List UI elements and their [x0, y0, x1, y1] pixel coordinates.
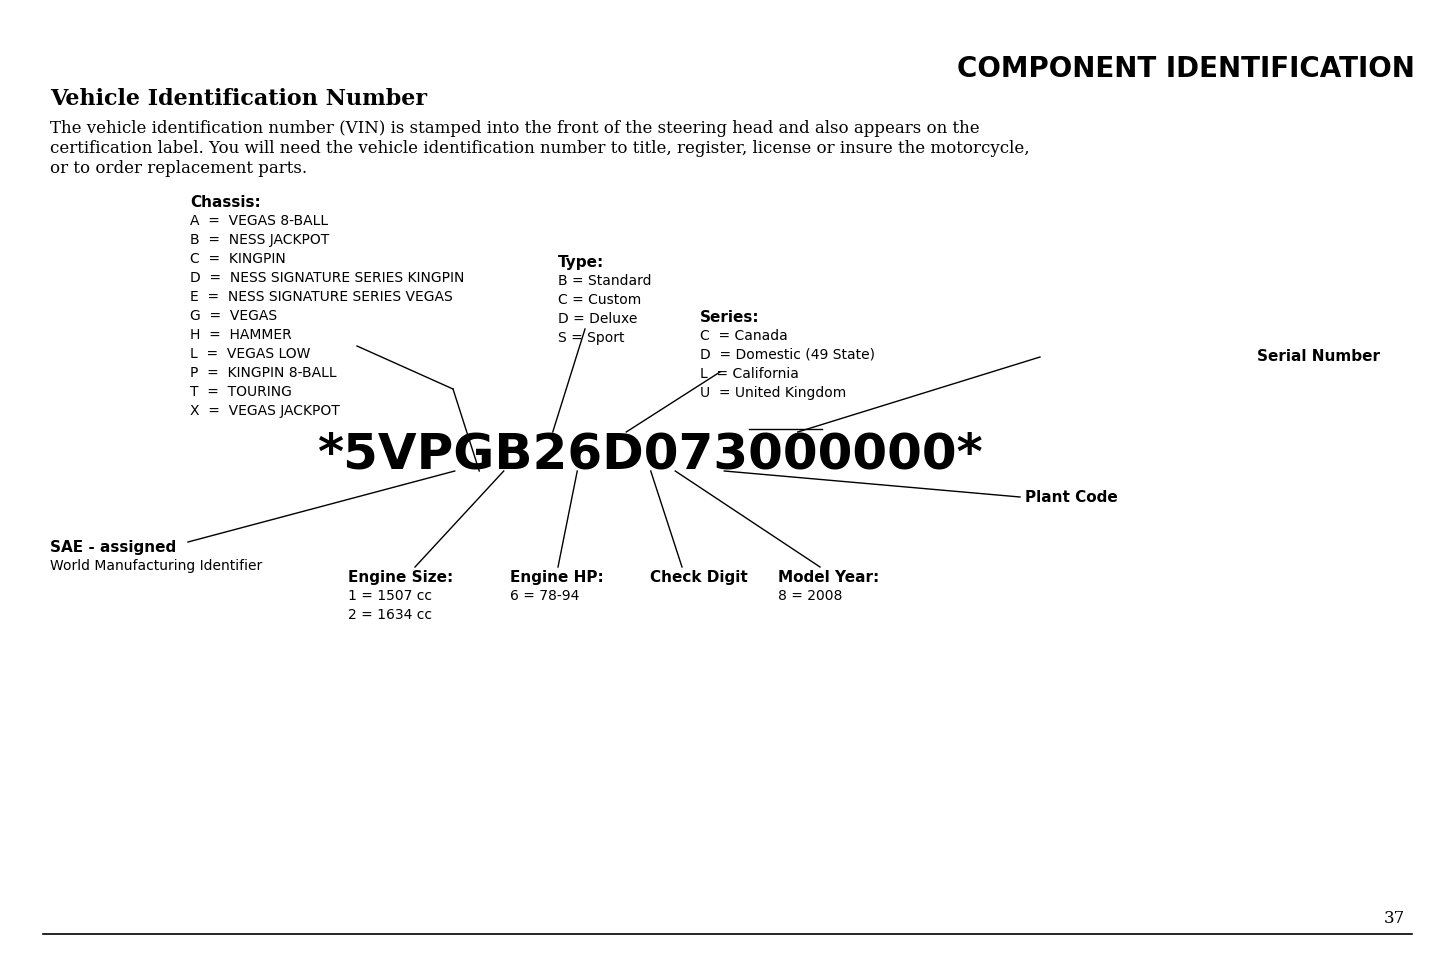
Text: D  =  NESS SIGNATURE SERIES KINGPIN: D = NESS SIGNATURE SERIES KINGPIN — [190, 271, 464, 285]
Text: G  =  VEGAS: G = VEGAS — [190, 309, 278, 323]
Text: The vehicle identification number (VIN) is stamped into the front of the steerin: The vehicle identification number (VIN) … — [49, 120, 980, 137]
Text: E  =  NESS SIGNATURE SERIES VEGAS: E = NESS SIGNATURE SERIES VEGAS — [190, 290, 452, 304]
Text: *5VPGB26D073000000*: *5VPGB26D073000000* — [317, 431, 983, 478]
Text: Series:: Series: — [699, 310, 759, 325]
Text: Engine HP:: Engine HP: — [510, 569, 603, 584]
Text: P  =  KINGPIN 8-BALL: P = KINGPIN 8-BALL — [190, 366, 337, 379]
Text: T  =  TOURING: T = TOURING — [190, 385, 292, 398]
Text: Vehicle Identification Number: Vehicle Identification Number — [49, 88, 427, 110]
Text: B = Standard: B = Standard — [558, 274, 651, 288]
Text: X  =  VEGAS JACKPOT: X = VEGAS JACKPOT — [190, 403, 340, 417]
Text: H  =  HAMMER: H = HAMMER — [190, 328, 292, 341]
Text: World Manufacturing Identifier: World Manufacturing Identifier — [49, 558, 262, 573]
Text: or to order replacement parts.: or to order replacement parts. — [49, 160, 307, 177]
Text: L  = California: L = California — [699, 367, 798, 380]
Text: COMPONENT IDENTIFICATION: COMPONENT IDENTIFICATION — [957, 55, 1415, 83]
Text: Model Year:: Model Year: — [778, 569, 880, 584]
Text: L  =  VEGAS LOW: L = VEGAS LOW — [190, 347, 310, 360]
Text: Check Digit: Check Digit — [650, 569, 747, 584]
Text: D  = Domestic (49 State): D = Domestic (49 State) — [699, 348, 875, 361]
Text: U  = United Kingdom: U = United Kingdom — [699, 386, 846, 399]
Text: A  =  VEGAS 8-BALL: A = VEGAS 8-BALL — [190, 213, 329, 228]
Text: Type:: Type: — [558, 254, 605, 270]
Text: certification label. You will need the vehicle identification number to title, r: certification label. You will need the v… — [49, 140, 1029, 157]
Text: 2 = 1634 cc: 2 = 1634 cc — [348, 607, 432, 621]
Text: 37: 37 — [1384, 909, 1405, 926]
Text: 1 = 1507 cc: 1 = 1507 cc — [348, 588, 432, 602]
Text: Chassis:: Chassis: — [190, 194, 260, 210]
Text: C  =  KINGPIN: C = KINGPIN — [190, 252, 286, 266]
Text: S = Sport: S = Sport — [558, 331, 625, 345]
Text: C = Custom: C = Custom — [558, 293, 641, 307]
Text: D = Deluxe: D = Deluxe — [558, 312, 637, 326]
Text: 8 = 2008: 8 = 2008 — [778, 588, 842, 602]
Text: Serial Number: Serial Number — [1258, 349, 1380, 364]
Text: Engine Size:: Engine Size: — [348, 569, 454, 584]
Text: 6 = 78-94: 6 = 78-94 — [510, 588, 579, 602]
Text: C  = Canada: C = Canada — [699, 329, 788, 343]
Text: Plant Code: Plant Code — [1025, 490, 1118, 505]
Text: SAE - assigned: SAE - assigned — [49, 539, 176, 555]
Text: B  =  NESS JACKPOT: B = NESS JACKPOT — [190, 233, 329, 247]
